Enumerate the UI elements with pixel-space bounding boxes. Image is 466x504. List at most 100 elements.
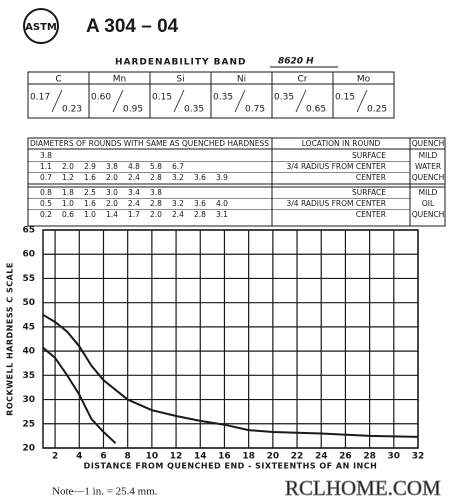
slash [112,89,124,113]
min-value: 0.17 [30,93,50,103]
diameter: 5.8 [150,162,162,171]
diameter: 2.4 [128,199,140,208]
element: Si [176,75,184,85]
location: CENTER [356,173,386,182]
x-tick-label: 22 [291,452,304,462]
y-tick-label: 45 [22,322,35,332]
y-tick-label: 30 [22,395,35,405]
diameter: 1.6 [84,173,96,182]
min-value: 0.60 [91,93,111,103]
diameter: 3.4 [128,188,140,197]
diameter: 2.8 [150,199,162,208]
diameter: 0.6 [62,210,74,219]
x-tick-label: 8 [125,452,131,462]
band-title: HARDENABILITY BAND [115,58,246,68]
hardness-curve [42,313,419,438]
location: 3/4 RADIUS FROM CENTER [286,162,386,171]
diameter: 0.8 [40,188,52,197]
max-value: 0.25 [367,105,387,115]
diameter: 3.9 [216,173,228,182]
x-tick-label: 26 [339,452,352,462]
x-tick-label: 14 [194,452,207,462]
min-value: 0.35 [213,93,233,103]
min-value: 0.35 [274,93,294,103]
min-value: 0.15 [335,93,355,103]
x-tick-label: 30 [388,452,401,462]
diameter: 3.0 [106,188,118,197]
y-tick-label: 60 [22,250,35,260]
quench-medium: QUENCH [412,210,445,219]
location: CENTER [356,210,386,219]
logo-ring [23,8,59,44]
x-tick-label: 16 [218,452,231,462]
location: SURFACE [352,188,386,197]
quench-table-frame [27,137,446,227]
x-tick-label: 4 [76,452,82,462]
element: Mn [113,75,126,85]
diameter: 1.1 [40,162,52,171]
diameter: 2.0 [150,210,162,219]
note: Note—1 in. = 25.4 mm. [52,486,158,498]
max-value: 0.23 [62,105,82,115]
diameter: 0.5 [40,199,52,208]
slash [234,89,246,113]
diameter: 1.0 [62,199,74,208]
y-tick-label: 65 [22,226,35,236]
diameter: 2.4 [128,173,140,182]
diameter: 2.0 [106,173,118,182]
diameter: 2.4 [172,210,184,219]
element: Cr [298,75,308,85]
element: C [55,75,61,85]
diameter: 1.6 [84,199,96,208]
diameter: 2.5 [84,188,96,197]
diameter: 1.7 [128,210,140,219]
table-header: DIAMETERS OF ROUNDS WITH SAME AS QUENCHE… [30,139,269,148]
slash [51,89,63,113]
x-axis-label: DISTANCE FROM QUENCHED END - SIXTEENTHS … [84,462,378,471]
location: 3/4 RADIUS FROM CENTER [286,199,386,208]
diameter: 2.8 [194,210,206,219]
max-value: 0.95 [123,105,143,115]
diameter: 4.8 [128,162,140,171]
element: Mo [357,75,371,85]
slash [295,89,307,113]
location: SURFACE [352,151,386,160]
max-value: 0.35 [184,105,204,115]
diameter: 3.8 [106,162,118,171]
y-tick-label: 20 [22,444,35,454]
logo-text: ASTM [25,22,57,33]
diameter: 2.9 [84,162,96,171]
band-grade: 8620 H [278,57,314,67]
watermark: RCLHOME.COM [285,476,441,500]
designation: A 304 – 04 [86,16,179,37]
table-header: LOCATION IN ROUND [302,139,381,148]
quench-medium: OIL [422,199,435,208]
diameter: 1.4 [106,210,118,219]
x-tick-label: 10 [146,452,159,462]
y-tick-label: 55 [22,274,35,284]
y-tick-label: 35 [22,371,35,381]
table-header: QUENCH [412,139,445,148]
diameter: 1.8 [62,188,74,197]
diameter: 3.8 [150,188,162,197]
diameter: 6.7 [172,162,184,171]
diameter: 3.6 [194,199,206,208]
y-tick-label: 50 [22,298,35,308]
diameter: 3.6 [194,173,206,182]
min-value: 0.15 [152,93,172,103]
x-tick-label: 2 [52,452,58,462]
max-value: 0.65 [306,105,326,115]
quench-medium: MILD [419,188,438,197]
diameter: 4.0 [216,199,228,208]
quench-medium: WATER [415,162,441,171]
diameter: 0.2 [40,210,52,219]
diameter: 0.7 [40,173,52,182]
x-tick-label: 32 [412,452,425,462]
quench-medium: MILD [419,151,438,160]
y-axis-label: ROCKWELL HARDNESS C SCALE [6,262,15,416]
diameter: 1.2 [62,173,74,182]
x-tick-label: 24 [315,452,328,462]
x-tick-label: 20 [267,452,280,462]
